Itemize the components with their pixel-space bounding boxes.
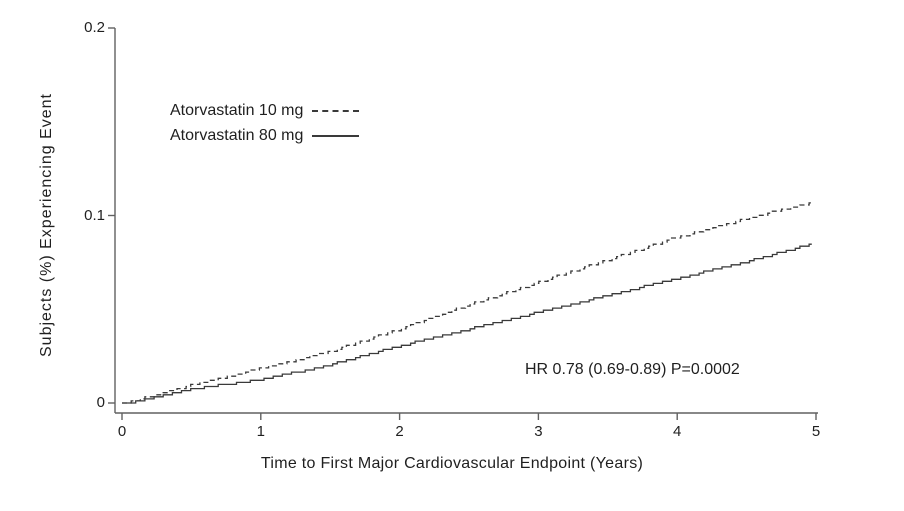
x-tick-label-0: 0 <box>117 423 127 440</box>
legend-label-atorvastatin-10mg: Atorvastatin 10 mg <box>170 102 304 119</box>
curve-atorvastatin-10mg <box>122 202 812 404</box>
legend-item-atorvastatin-10mg: Atorvastatin 10 mg <box>170 101 360 121</box>
legend: Atorvastatin 10 mg Atorvastatin 80 mg <box>170 101 360 146</box>
legend-item-atorvastatin-80mg: Atorvastatin 80 mg <box>170 126 360 146</box>
x-tick-label-3: 3 <box>534 423 543 440</box>
x-tick-label-5: 5 <box>811 423 821 440</box>
x-tick-label-2: 2 <box>395 423 404 440</box>
x-tick-label-4: 4 <box>673 423 682 440</box>
curve-atorvastatin-80mg <box>122 243 812 404</box>
solid-line-sample-icon <box>312 135 360 137</box>
legend-label-atorvastatin-80mg: Atorvastatin 80 mg <box>170 127 304 144</box>
y-tick-label-0.1: 0.1 <box>84 206 105 224</box>
y-axis-title: Subjects (%) Experiencing Event <box>38 93 55 357</box>
y-tick-label-0.2: 0.2 <box>84 19 105 36</box>
hazard-ratio-annotation: HR 0.78 (0.69-0.89) P=0.0002 <box>525 361 740 378</box>
x-tick-label-1: 1 <box>256 423 265 440</box>
dashed-line-sample-icon <box>312 110 360 112</box>
y-tick-label-0: 0 <box>96 394 105 411</box>
x-axis-title: Time to First Major Cardiovascular Endpo… <box>260 455 644 472</box>
